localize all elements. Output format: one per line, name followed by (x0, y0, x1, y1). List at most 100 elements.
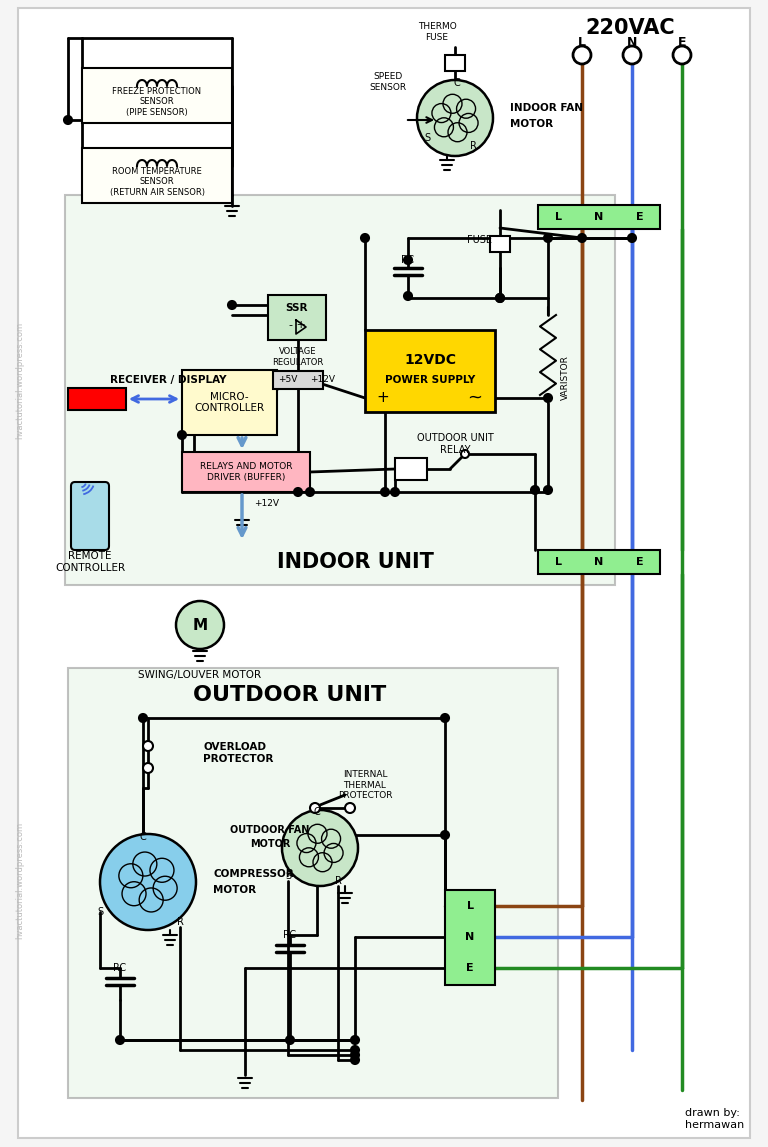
Text: INDOOR UNIT: INDOOR UNIT (276, 552, 433, 572)
Text: VARISTOR: VARISTOR (561, 356, 570, 400)
Circle shape (496, 294, 504, 302)
Circle shape (573, 46, 591, 64)
Text: MOTOR: MOTOR (510, 119, 553, 128)
Bar (365, 330, 495, 412)
Circle shape (361, 234, 369, 242)
Bar (268, 295, 326, 340)
Circle shape (578, 234, 586, 242)
Circle shape (345, 803, 355, 813)
Circle shape (544, 395, 552, 401)
Text: POWER SUPPLY: POWER SUPPLY (385, 375, 475, 385)
Text: MOTOR: MOTOR (213, 885, 256, 895)
Text: ~: ~ (468, 389, 482, 407)
Circle shape (178, 431, 186, 439)
Bar (68, 668, 558, 1098)
Circle shape (139, 713, 147, 721)
Bar (445, 890, 495, 985)
Text: SWING/LOUVER MOTOR: SWING/LOUVER MOTOR (138, 670, 262, 680)
Text: ROOM TEMPERATURE
SENSOR
(RETURN AIR SENSOR): ROOM TEMPERATURE SENSOR (RETURN AIR SENS… (110, 167, 204, 197)
Circle shape (228, 301, 236, 309)
Circle shape (310, 803, 320, 813)
Circle shape (441, 713, 449, 721)
FancyBboxPatch shape (71, 482, 109, 551)
Circle shape (100, 834, 196, 930)
Circle shape (628, 234, 636, 242)
Circle shape (391, 487, 399, 496)
Text: +12V: +12V (310, 375, 335, 384)
Text: C: C (313, 807, 320, 817)
Circle shape (116, 1036, 124, 1044)
Text: S: S (285, 871, 291, 881)
Text: +12V: +12V (254, 499, 279, 508)
Text: OUTDOOR FAN: OUTDOOR FAN (230, 825, 310, 835)
Circle shape (531, 486, 539, 494)
Circle shape (143, 763, 153, 773)
Circle shape (496, 294, 504, 302)
Circle shape (417, 80, 493, 156)
Text: N: N (594, 557, 604, 567)
Text: 220VAC: 220VAC (585, 18, 675, 38)
Text: R: R (335, 876, 342, 885)
Text: REMOTE
CONTROLLER: REMOTE CONTROLLER (55, 552, 125, 572)
Text: C: C (454, 78, 460, 88)
Text: +: + (376, 390, 389, 406)
Bar (182, 452, 310, 492)
Circle shape (544, 486, 552, 494)
Circle shape (404, 292, 412, 301)
Text: E: E (636, 212, 644, 223)
Bar (82, 148, 232, 203)
Text: R: R (177, 916, 184, 927)
Circle shape (282, 810, 358, 885)
Bar (65, 195, 615, 585)
Circle shape (143, 741, 153, 751)
Bar (82, 68, 232, 123)
Text: SPEED
SENSOR: SPEED SENSOR (369, 72, 406, 92)
Bar (538, 205, 660, 229)
Text: hvactutorial.wordpress.com: hvactutorial.wordpress.com (15, 321, 25, 438)
Text: E: E (466, 963, 474, 973)
Circle shape (461, 450, 469, 458)
Text: E: E (677, 36, 687, 48)
Text: MOTOR: MOTOR (250, 838, 290, 849)
Text: L: L (578, 36, 586, 48)
Text: N: N (594, 212, 604, 223)
Bar (445, 55, 465, 71)
Circle shape (176, 601, 224, 649)
Text: OVERLOAD
PROTECTOR: OVERLOAD PROTECTOR (203, 742, 273, 764)
Text: N: N (465, 933, 475, 942)
Text: INDOOR FAN: INDOOR FAN (510, 103, 583, 114)
Text: L: L (466, 902, 474, 911)
Text: OUTDOOR UNIT
RELAY: OUTDOOR UNIT RELAY (416, 434, 493, 455)
Circle shape (286, 1036, 294, 1044)
Circle shape (351, 1046, 359, 1054)
Bar (490, 236, 510, 252)
Bar (182, 370, 277, 435)
Bar (538, 551, 660, 574)
Text: COMPRESSOR: COMPRESSOR (213, 869, 293, 879)
Text: C: C (140, 832, 147, 842)
Text: L: L (554, 212, 562, 223)
Circle shape (544, 234, 552, 242)
Text: INTERNAL
THERMAL
PROTECTOR: INTERNAL THERMAL PROTECTOR (338, 770, 392, 799)
Text: hvactutorial.wordpress.com: hvactutorial.wordpress.com (15, 821, 25, 938)
Text: R: R (469, 141, 476, 151)
Text: E: E (636, 557, 644, 567)
Bar (273, 370, 323, 389)
Circle shape (351, 1056, 359, 1064)
Text: VOLTAGE
REGULATOR: VOLTAGE REGULATOR (273, 348, 323, 367)
Circle shape (64, 116, 72, 124)
Text: OUTDOOR UNIT: OUTDOOR UNIT (194, 685, 386, 705)
Text: RELAYS AND MOTOR
DRIVER (BUFFER): RELAYS AND MOTOR DRIVER (BUFFER) (200, 462, 293, 482)
Text: - +: - + (289, 320, 306, 330)
Text: S: S (424, 133, 430, 143)
Text: N: N (627, 36, 637, 48)
Text: RC: RC (114, 963, 127, 973)
Text: S: S (97, 907, 103, 916)
Circle shape (351, 1051, 359, 1059)
Text: THERMO
FUSE: THERMO FUSE (418, 22, 456, 41)
Circle shape (306, 487, 314, 496)
Text: 12VDC: 12VDC (404, 353, 456, 367)
Bar (68, 388, 126, 409)
Text: RC: RC (402, 255, 415, 265)
Circle shape (673, 46, 691, 64)
